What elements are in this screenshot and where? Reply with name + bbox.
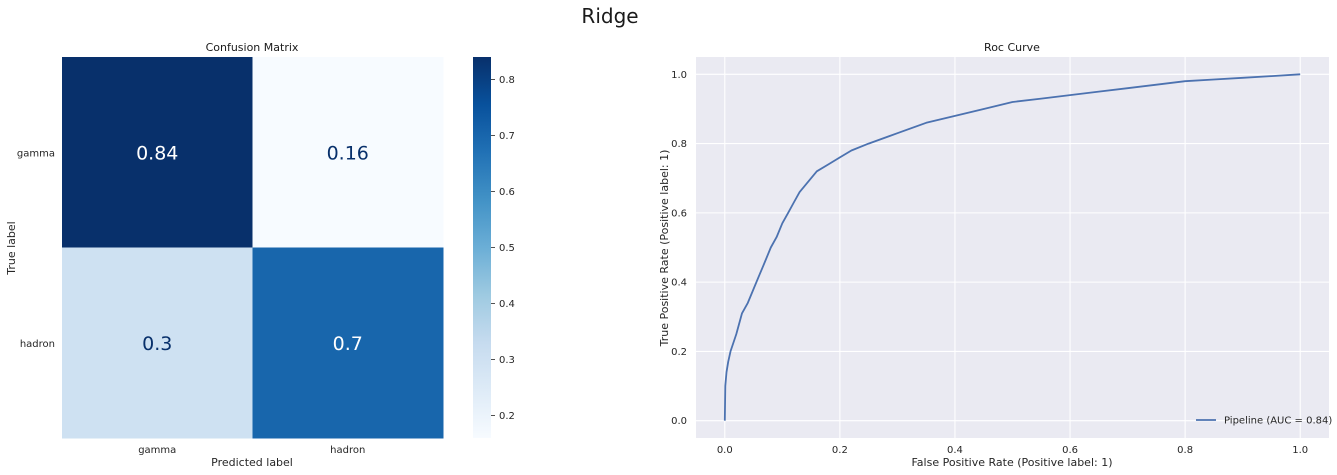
confusion-matrix-title: Confusion Matrix xyxy=(206,41,299,54)
cm-cell-1-1 xyxy=(252,247,444,439)
cm-cell-0-0 xyxy=(62,57,253,248)
colorbar-tick-label: 0.4 xyxy=(499,299,515,310)
confusion-matrix-panel: Confusion Matrix 0.84 0.16 0.3 0.7 gamma had… xyxy=(5,41,515,469)
legend-label: Pipeline (AUC = 0.84) xyxy=(1224,416,1332,427)
cm-y-tick-label: gamma xyxy=(17,148,55,159)
roc-x-tick-label: 0.2 xyxy=(832,445,848,456)
roc-x-tick-label: 0.8 xyxy=(1177,445,1193,456)
roc-ylabel: True Positive Rate (Positive label: 1) xyxy=(658,150,671,348)
cm-cell-value: 0.16 xyxy=(327,142,369,164)
colorbar-tick-label: 0.7 xyxy=(499,131,515,142)
cm-cell-value: 0.84 xyxy=(136,142,178,164)
roc-y-tick-label: 0.6 xyxy=(671,208,687,219)
colorbar-tick-label: 0.8 xyxy=(499,75,515,86)
roc-series-line xyxy=(723,73,1301,421)
roc-x-tick-label: 0.6 xyxy=(1062,445,1078,456)
figure-title: Ridge xyxy=(581,4,638,28)
confusion-matrix-ylabel: True label xyxy=(5,221,18,275)
roc-curve-title: Roc Curve xyxy=(984,41,1040,54)
roc-y-tick-label: 0.0 xyxy=(671,416,687,427)
cm-cell-1-0 xyxy=(62,247,253,439)
cm-cell-value: 0.3 xyxy=(142,333,172,355)
roc-x-tick-label: 0.4 xyxy=(947,445,963,456)
cm-x-tick-label: gamma xyxy=(138,445,176,456)
roc-plot-area xyxy=(696,57,1329,438)
colorbar-tick-label: 0.6 xyxy=(499,187,515,198)
cm-cell-value: 0.7 xyxy=(333,333,363,355)
roc-x-tick-label: 0.0 xyxy=(717,445,733,456)
roc-x-tick-label: 1.0 xyxy=(1292,445,1308,456)
colorbar-tick-label: 0.2 xyxy=(499,411,515,422)
roc-y-tick-label: 0.8 xyxy=(671,139,687,150)
cm-y-tick-label: hadron xyxy=(20,339,55,350)
cm-x-tick-label: hadron xyxy=(330,445,365,456)
roc-y-tick-label: 0.2 xyxy=(671,347,687,358)
roc-y-tick-label: 0.4 xyxy=(671,278,687,289)
roc-y-tick-label: 1.0 xyxy=(671,70,687,81)
roc-xlabel: False Positive Rate (Positive label: 1) xyxy=(911,456,1112,469)
cm-cell-0-1 xyxy=(252,57,444,248)
confusion-matrix-xlabel: Predicted label xyxy=(211,456,293,469)
roc-curve-panel: Roc Curve 0.0 0.2 0.4 0.6 0.8 1.0 0.0 0.2 0.4 0.6… xyxy=(658,41,1332,469)
colorbar-tick-label: 0.5 xyxy=(499,243,515,254)
colorbar xyxy=(473,57,491,438)
colorbar-tick-label: 0.3 xyxy=(499,355,515,366)
